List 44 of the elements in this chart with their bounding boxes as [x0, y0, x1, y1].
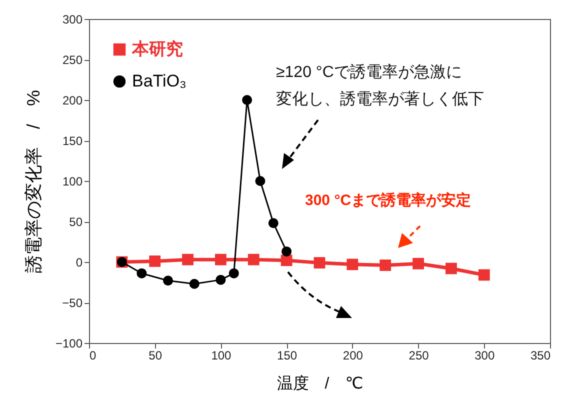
point	[412, 258, 424, 270]
y-tick-label: −50	[62, 296, 83, 310]
legend-label: BaTiO₃	[132, 72, 186, 90]
x-axis-title: 温度 / ℃	[276, 374, 364, 392]
y-tick-label: 300	[62, 12, 83, 26]
x-tick-label: 250	[408, 348, 430, 362]
point	[282, 246, 292, 256]
point	[216, 274, 226, 285]
y-tick-label: −100	[55, 336, 83, 350]
point	[280, 254, 292, 266]
y-tick-label: 250	[62, 53, 83, 67]
annotation: 変化し、誘電率が著しく低下	[276, 90, 484, 108]
point	[228, 268, 239, 278]
point	[163, 276, 174, 286]
point	[346, 258, 358, 270]
x-tick-label: 100	[211, 348, 232, 362]
point	[182, 254, 194, 266]
point	[242, 95, 252, 105]
point	[149, 255, 161, 267]
point	[268, 218, 278, 228]
y-tick-label: 0	[76, 256, 83, 270]
point	[446, 262, 457, 274]
y-tick-label: 100	[62, 174, 83, 188]
annotation: 300 °Cまで誘電率が安定	[305, 191, 472, 209]
point	[248, 254, 260, 266]
y-tick-label: 50	[69, 215, 83, 229]
x-tick-label: 300	[474, 348, 495, 362]
point	[215, 254, 226, 266]
point	[380, 260, 392, 271]
annotation: ≥120 °Cで誘電率が急激に	[276, 63, 462, 81]
y-tick-label: 150	[62, 134, 83, 148]
point	[478, 269, 490, 281]
point	[255, 176, 266, 186]
x-tick-label: 350	[530, 348, 551, 362]
x-tick-label: 150	[277, 348, 298, 362]
legend-label: 本研究	[131, 40, 183, 58]
y-axis-title: 誘電率の変化率 / %	[23, 90, 44, 274]
point	[314, 257, 326, 269]
y-tick-label: 200	[62, 94, 83, 108]
x-tick-label: 0	[90, 348, 96, 362]
point	[136, 268, 147, 278]
x-tick-label: 50	[148, 348, 162, 362]
point	[189, 278, 200, 289]
x-tick-label: 200	[342, 348, 364, 362]
